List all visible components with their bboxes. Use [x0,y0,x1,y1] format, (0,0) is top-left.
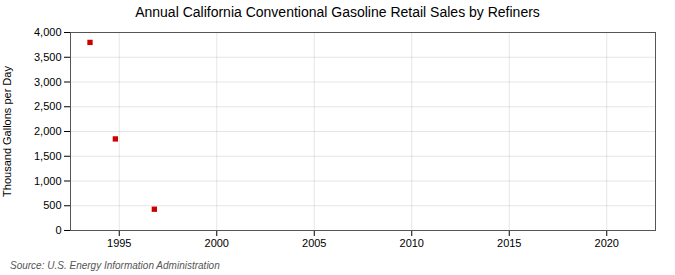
svg-text:2020: 2020 [595,237,619,249]
svg-text:0: 0 [55,224,61,236]
svg-text:3,000: 3,000 [34,76,62,88]
svg-text:4,000: 4,000 [34,26,62,38]
svg-text:1,000: 1,000 [34,175,62,187]
svg-text:3,500: 3,500 [34,51,62,63]
svg-text:1,500: 1,500 [34,150,62,162]
svg-text:1995: 1995 [107,237,131,249]
svg-text:500: 500 [43,199,61,211]
svg-text:2015: 2015 [497,237,521,249]
svg-text:2,500: 2,500 [34,100,62,112]
svg-text:2000: 2000 [205,237,229,249]
svg-text:2005: 2005 [302,237,326,249]
html-text:Annual California Conventional: Annual California Conventional Gasoline … [135,4,540,20]
svg-text:Thousand Gallons per Day: Thousand Gallons per Day [1,66,13,197]
svg-text:2010: 2010 [400,237,424,249]
html-text:Source: U.S. Energy Informatio: Source: U.S. Energy Information Administ… [10,260,220,271]
svg-text:2,000: 2,000 [34,125,62,137]
